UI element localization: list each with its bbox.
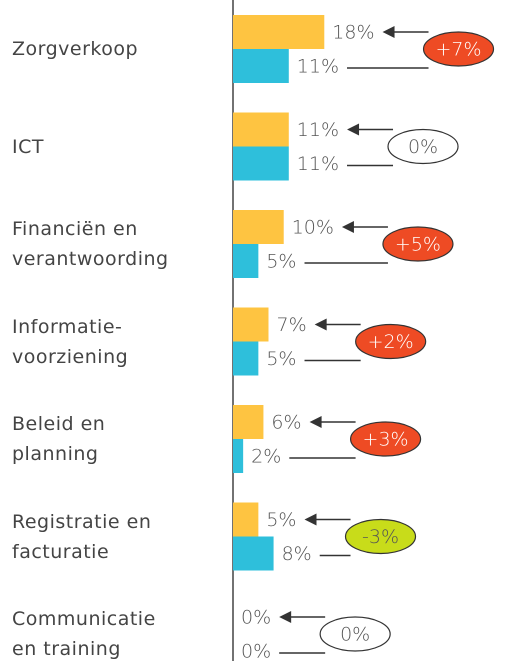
arrow-head — [314, 318, 327, 331]
change-badge — [355, 323, 427, 360]
category-label: Communicatie en training — [12, 608, 156, 660]
bar — [233, 49, 289, 83]
category-label: ICT — [12, 135, 44, 158]
bar — [233, 146, 289, 181]
category-label: Registratie en facturatie — [12, 510, 152, 563]
value-label: 0% — [241, 641, 271, 661]
value-label: 11% — [297, 119, 339, 141]
change-badge — [349, 421, 422, 457]
change-badge — [387, 128, 459, 165]
value-label: 10% — [292, 217, 334, 239]
bar — [233, 244, 259, 278]
bar — [233, 307, 269, 342]
arrow-head — [304, 513, 317, 526]
category-label: Informatie- voorziening — [12, 315, 129, 368]
bar — [233, 112, 289, 147]
bar — [233, 210, 284, 244]
change-label: +5% — [395, 234, 441, 256]
change-badge — [422, 31, 495, 67]
bar — [233, 405, 264, 439]
bar — [233, 341, 259, 376]
change-label: 0% — [408, 136, 438, 158]
arrow-head — [382, 26, 395, 38]
bar — [233, 439, 244, 473]
arrow-head — [309, 416, 322, 428]
arrow-head — [279, 611, 292, 623]
arrow-head — [347, 123, 360, 136]
bar — [233, 15, 325, 49]
change-label: 0% — [340, 624, 370, 646]
value-label: 8% — [282, 543, 312, 565]
value-label: 18% — [332, 22, 374, 44]
value-label: 6% — [271, 412, 301, 434]
change-badge — [319, 616, 391, 652]
value-label: 5% — [266, 348, 296, 370]
bar — [233, 536, 274, 571]
change-label: +2% — [368, 331, 414, 353]
value-label: 11% — [297, 56, 339, 78]
category-label: Beleid en planning — [12, 413, 106, 465]
category-label: Zorgverkoop — [12, 38, 139, 60]
bar — [233, 502, 259, 537]
value-label: 11% — [297, 153, 339, 175]
value-label: 5% — [266, 251, 296, 273]
arrow-head — [341, 221, 354, 233]
change-badge — [344, 518, 417, 555]
change-label: +3% — [363, 429, 409, 451]
change-label: -3% — [362, 526, 399, 548]
change-label: +7% — [435, 39, 481, 61]
value-label: 0% — [241, 607, 271, 629]
change-badge — [382, 226, 454, 262]
category-label: Financiën en verantwoording — [12, 218, 169, 270]
value-label: 5% — [266, 509, 296, 531]
value-label: 7% — [277, 314, 307, 336]
value-label: 2% — [251, 446, 281, 468]
